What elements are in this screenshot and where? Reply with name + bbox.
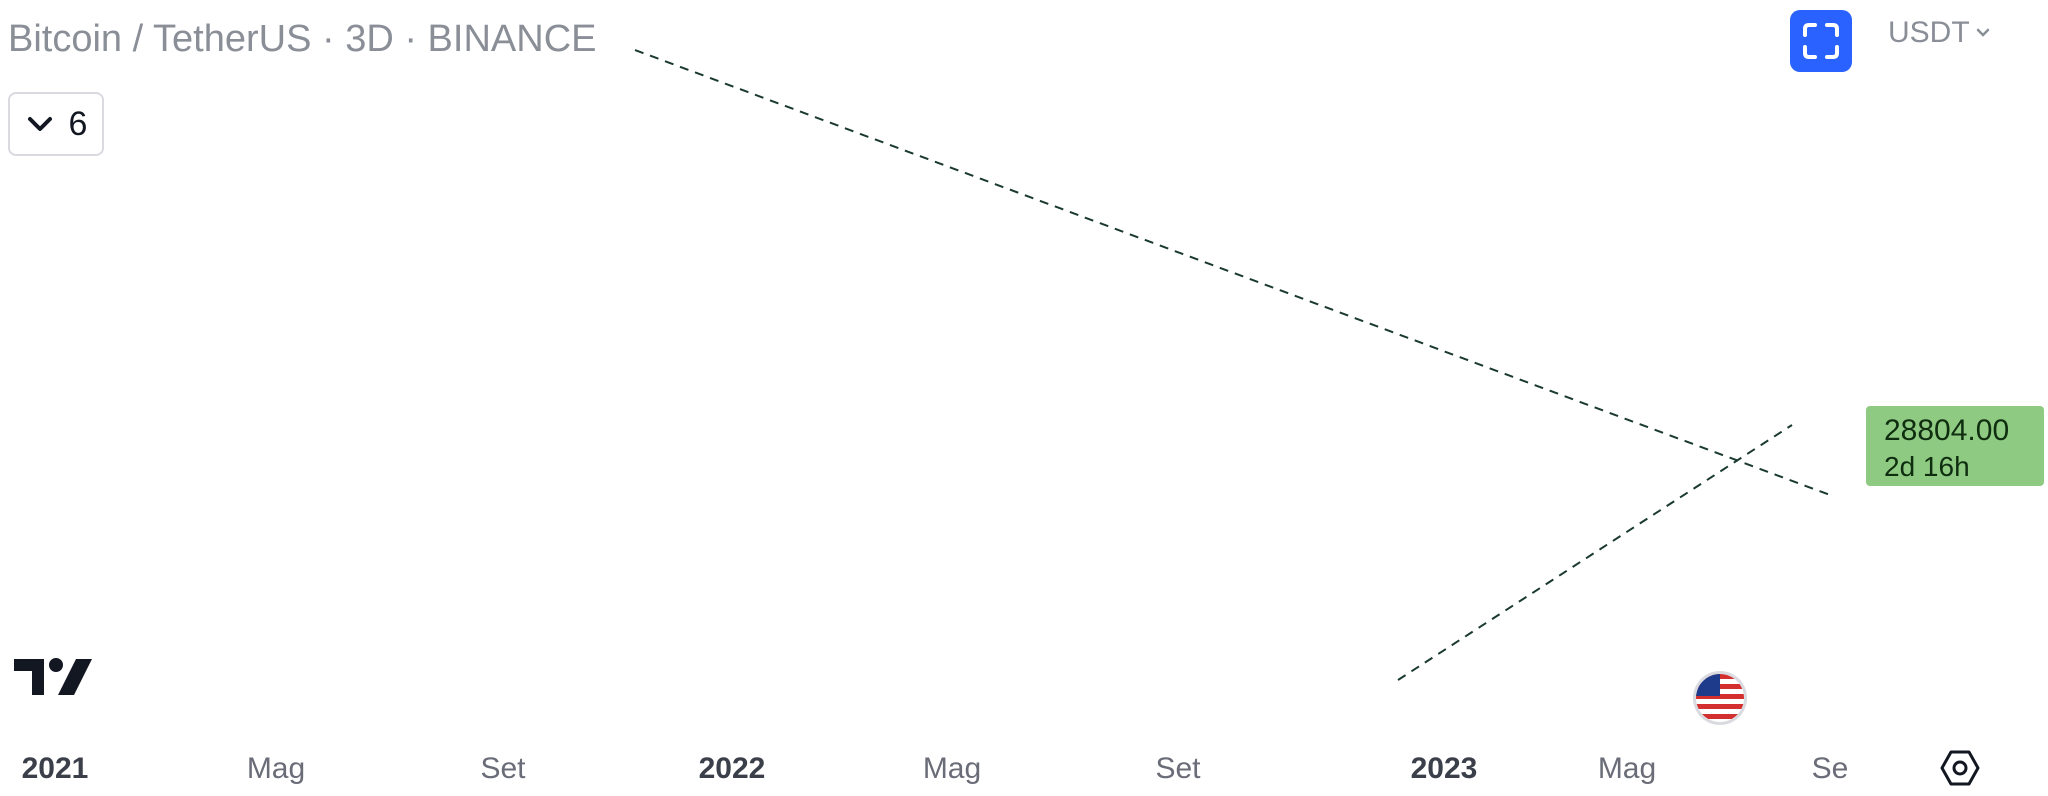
x-axis-label: Se — [1812, 752, 1849, 785]
ascending-trendline — [1397, 424, 1793, 681]
chevron-down-icon — [1976, 28, 1989, 37]
x-axis-label: Mag — [247, 752, 305, 785]
us-flag-icon[interactable] — [1692, 670, 1748, 726]
x-axis-label: Mag — [923, 752, 981, 785]
descending-trendline — [634, 49, 1831, 496]
x-axis-label: 2021 — [22, 752, 89, 785]
fullscreen-icon — [1803, 23, 1839, 59]
x-axis-label: Mag — [1598, 752, 1656, 785]
tradingview-logo-icon[interactable] — [14, 655, 94, 699]
x-axis-label: 2023 — [1411, 752, 1478, 785]
symbol-title[interactable]: Bitcoin / TetherUS · 3D · BINANCE — [8, 18, 597, 60]
indicators-toggle-button[interactable]: 6 — [8, 92, 104, 156]
settings-hexagon-icon[interactable] — [1940, 748, 1980, 788]
candle-countdown-label: 2d 16h — [1884, 451, 1970, 482]
current-price-label-bg — [1866, 406, 2044, 486]
currency-selector[interactable]: USDT — [1888, 16, 1990, 50]
x-axis-label: Set — [480, 752, 526, 785]
fullscreen-button[interactable] — [1790, 10, 1852, 72]
chevron-down-icon — [27, 117, 52, 131]
x-axis-label: Set — [1155, 752, 1201, 785]
currency-label: USDT — [1888, 16, 1970, 49]
current-price-label: 28804.00 — [1884, 414, 2009, 447]
indicators-count: 6 — [68, 104, 88, 143]
x-axis-label: 2022 — [699, 752, 766, 785]
